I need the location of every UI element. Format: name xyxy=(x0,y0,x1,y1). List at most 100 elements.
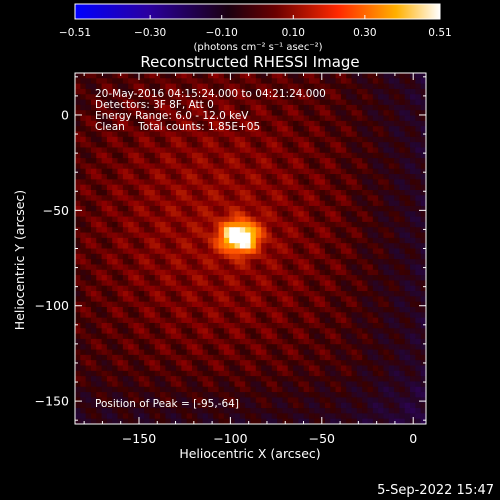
heatmap-cell xyxy=(154,104,161,111)
heatmap-cell xyxy=(213,163,220,170)
heatmap-cell xyxy=(176,370,182,377)
heatmap-cell xyxy=(234,381,241,388)
heatmap-cell xyxy=(282,349,289,356)
heatmap-cell xyxy=(207,99,214,106)
heatmap-cell xyxy=(277,131,284,138)
heatmap-cell xyxy=(250,94,257,101)
heatmap-cell xyxy=(128,285,135,292)
heatmap-cell xyxy=(298,322,305,329)
heatmap-cell xyxy=(250,418,257,424)
heatmap-cell xyxy=(282,397,289,404)
heatmap-cell xyxy=(362,110,369,117)
heatmap-cell xyxy=(351,253,358,260)
heatmap-cell xyxy=(223,216,230,223)
heatmap-cell xyxy=(170,285,177,292)
heatmap-cell xyxy=(420,307,426,313)
heatmap-cell xyxy=(154,99,161,106)
heatmap-cell xyxy=(202,269,209,276)
heatmap-cell xyxy=(293,142,299,149)
heatmap-cell xyxy=(261,344,268,351)
heatmap-cell xyxy=(372,179,379,186)
heatmap-cell xyxy=(234,200,241,207)
heatmap-cell xyxy=(319,376,326,383)
heatmap-cell xyxy=(372,232,379,239)
heatmap-cell xyxy=(255,158,262,165)
heatmap-cell xyxy=(410,152,416,159)
heatmap-cell xyxy=(255,243,262,250)
heatmap-cell xyxy=(415,296,422,303)
heatmap-cell xyxy=(144,307,151,313)
heatmap-cell xyxy=(335,338,342,345)
heatmap-cell xyxy=(309,312,315,319)
heatmap-cell xyxy=(170,152,177,159)
heatmap-cell xyxy=(186,94,193,101)
heatmap-cell xyxy=(112,227,119,234)
heatmap-cell xyxy=(122,322,129,329)
heatmap-cell xyxy=(287,333,294,340)
heatmap-cell xyxy=(346,237,353,244)
heatmap-cell xyxy=(372,307,379,313)
heatmap-cell xyxy=(128,264,135,271)
heatmap-cell xyxy=(117,333,124,340)
heatmap-cell xyxy=(271,152,278,159)
heatmap-cell xyxy=(330,131,337,138)
heatmap-cell xyxy=(133,392,140,399)
heatmap-cell xyxy=(197,253,204,260)
heatmap-cell xyxy=(287,285,294,292)
heatmap-cell xyxy=(160,296,167,303)
heatmap-cell xyxy=(223,115,230,122)
heatmap-cell xyxy=(154,365,161,372)
heatmap-cell xyxy=(346,211,353,218)
heatmap-cell xyxy=(117,354,124,361)
heatmap-cell xyxy=(266,184,273,191)
heatmap-cell xyxy=(239,216,246,223)
heatmap-cell xyxy=(282,147,289,154)
heatmap-cell xyxy=(266,269,273,276)
heatmap-cell xyxy=(266,349,273,356)
heatmap-cell xyxy=(319,200,326,207)
heatmap-cell xyxy=(287,408,294,414)
heatmap-cell xyxy=(261,408,268,414)
heatmap-cell xyxy=(319,115,326,122)
heatmap-cell xyxy=(223,376,230,383)
heatmap-cell xyxy=(282,227,289,234)
heatmap-cell xyxy=(388,200,395,207)
heatmap-cell xyxy=(303,120,310,127)
heatmap-cell xyxy=(80,115,87,122)
heatmap-cell xyxy=(85,88,92,95)
heatmap-cell xyxy=(75,78,81,85)
heatmap-cell xyxy=(399,291,406,297)
heatmap-cell xyxy=(101,408,108,414)
heatmap-cell xyxy=(229,216,236,223)
heatmap-cell xyxy=(202,227,209,234)
heatmap-cell xyxy=(186,360,193,367)
heatmap-cell xyxy=(394,83,401,90)
heatmap-cell xyxy=(293,136,299,143)
heatmap-cell xyxy=(101,317,108,324)
heatmap-cell xyxy=(309,402,315,409)
heatmap-cell xyxy=(410,131,416,138)
heatmap-cell xyxy=(197,221,204,228)
heatmap-cell xyxy=(75,344,81,351)
heatmap-cell xyxy=(340,73,347,79)
heatmap-cell xyxy=(176,136,182,143)
heatmap-cell xyxy=(287,147,294,154)
heatmap-cell xyxy=(298,365,305,372)
heatmap-cell xyxy=(309,344,315,351)
heatmap-cell xyxy=(415,328,422,335)
heatmap-cell xyxy=(372,312,379,319)
heatmap-cell xyxy=(112,142,119,149)
heatmap-cell xyxy=(335,322,342,329)
heatmap-cell xyxy=(404,280,411,287)
heatmap-cell xyxy=(362,168,369,175)
heatmap-cell xyxy=(117,338,124,345)
heatmap-cell xyxy=(213,232,220,239)
heatmap-cell xyxy=(356,264,363,271)
heatmap-cell xyxy=(138,115,145,122)
heatmap-cell xyxy=(287,205,294,212)
heatmap-cell xyxy=(399,168,406,175)
heatmap-cell xyxy=(197,110,204,117)
heatmap-cell xyxy=(138,179,145,186)
heatmap-cell xyxy=(335,408,342,414)
heatmap-cell xyxy=(383,328,390,335)
